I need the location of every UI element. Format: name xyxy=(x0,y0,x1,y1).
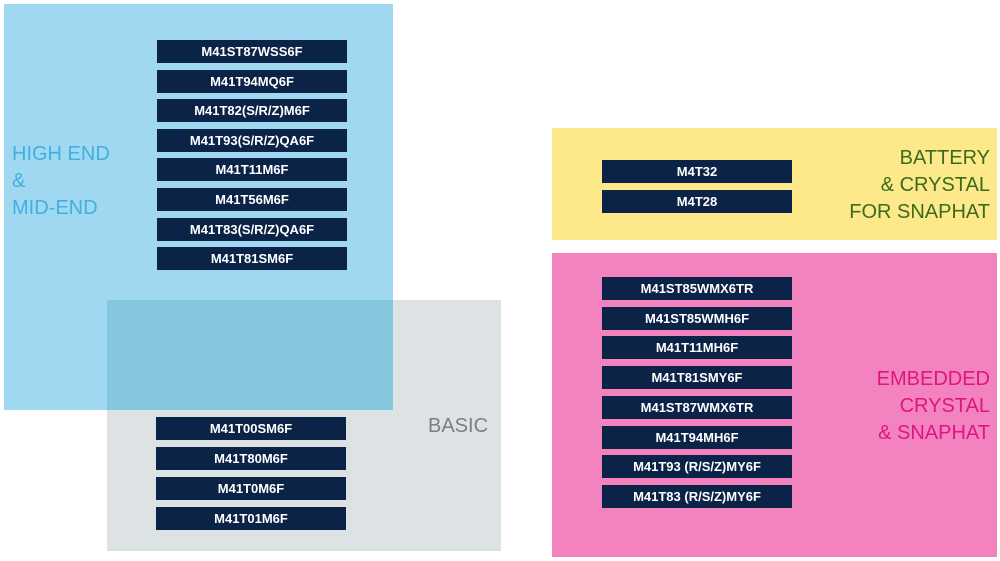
part-number-chip: M41T81SM6F xyxy=(157,247,347,271)
overlap-region xyxy=(107,300,393,410)
part-number-chip: M41ST85WMX6TR xyxy=(602,277,792,300)
part-number-chip: M41ST87WMX6TR xyxy=(602,395,792,419)
battery-group xyxy=(552,128,997,240)
label-line: CRYSTAL xyxy=(899,395,990,417)
part-number-chip: M41T93 (R/S/Z)MY6F xyxy=(602,455,792,479)
label-line: BATTERY xyxy=(899,147,990,169)
part-number-chip: M41T00SM6F xyxy=(156,417,346,440)
part-number-chip: M41T83(S/R/Z)QA6F xyxy=(157,217,347,241)
label-line: HIGH END xyxy=(12,143,110,165)
battery-label: BATTERY & CRYSTAL FOR SNAPHAT xyxy=(849,145,990,226)
part-number-chip: M41T81SMY6F xyxy=(602,366,792,390)
high-end-label: HIGH END & MID-END xyxy=(12,141,110,222)
part-number-chip: M41T0M6F xyxy=(156,477,346,500)
part-number-chip: M41T11M6F xyxy=(157,158,347,182)
embedded-label: EMBEDDED CRYSTAL & SNAPHAT xyxy=(877,366,990,447)
part-number-chip: M41T11MH6F xyxy=(602,336,792,360)
part-number-chip: M4T32 xyxy=(602,160,792,183)
part-number-chip: M41T94MQ6F xyxy=(157,69,347,93)
part-number-chip: M41T56M6F xyxy=(157,188,347,211)
label-line: & SNAPHAT xyxy=(878,422,990,444)
part-number-chip: M41ST87WSS6F xyxy=(157,40,347,63)
basic-label: BASIC xyxy=(428,415,489,437)
part-number-chip: M41T82(S/R/Z)M6F xyxy=(157,99,347,123)
part-number-chip: M41T80M6F xyxy=(156,447,346,470)
label-line: EMBEDDED xyxy=(876,368,990,390)
part-number-chip: M41T93(S/R/Z)QA6F xyxy=(157,128,347,152)
part-number-chip: M4T28 xyxy=(602,189,792,213)
label-line: & xyxy=(12,170,26,192)
part-number-chip: M41T01M6F xyxy=(156,507,346,530)
label-line: MID-END xyxy=(12,197,98,219)
label-line: & CRYSTAL xyxy=(880,174,990,196)
part-number-chip: M41T94MH6F xyxy=(602,425,792,449)
part-number-chip: M41ST85WMH6F xyxy=(602,306,792,330)
part-number-chip: M41T83 (R/S/Z)MY6F xyxy=(602,484,792,508)
label-line: FOR SNAPHAT xyxy=(849,201,990,223)
